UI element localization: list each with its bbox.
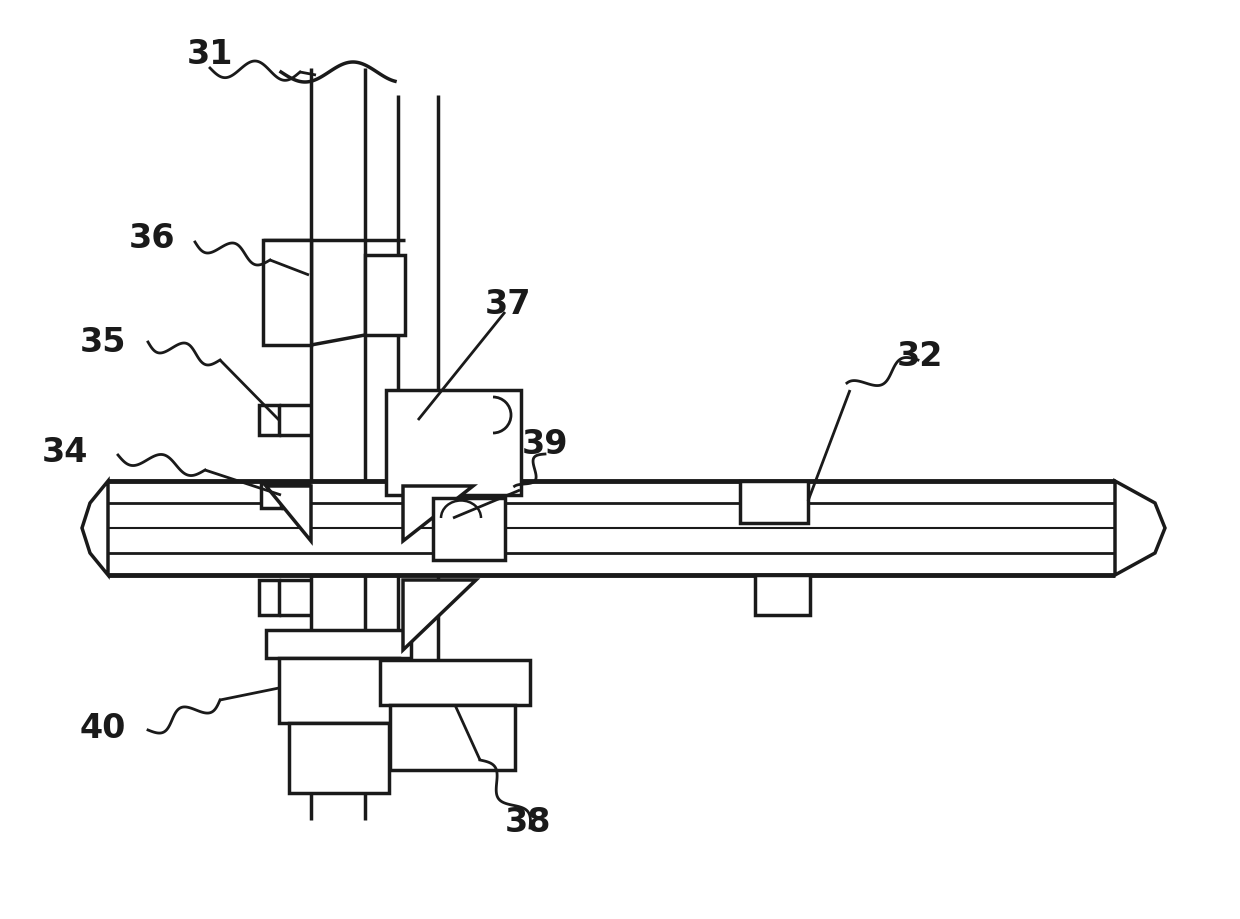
Text: 32: 32 bbox=[897, 339, 944, 372]
Bar bbox=[259, 405, 279, 435]
Polygon shape bbox=[403, 486, 472, 541]
Text: 36: 36 bbox=[129, 221, 175, 255]
Bar bbox=[365, 255, 405, 335]
Text: 37: 37 bbox=[485, 289, 531, 322]
Text: 39: 39 bbox=[522, 428, 568, 461]
Bar bbox=[379, 660, 529, 705]
Bar bbox=[259, 580, 279, 615]
Polygon shape bbox=[267, 486, 311, 541]
Polygon shape bbox=[403, 580, 476, 650]
Bar bbox=[260, 483, 281, 508]
Text: 40: 40 bbox=[79, 711, 126, 744]
Text: 35: 35 bbox=[79, 325, 126, 358]
Bar bbox=[755, 575, 810, 615]
Bar bbox=[740, 481, 808, 523]
Bar bbox=[386, 390, 521, 495]
Text: 38: 38 bbox=[505, 807, 552, 839]
Polygon shape bbox=[1115, 481, 1166, 575]
Bar bbox=[391, 705, 515, 770]
Bar bbox=[433, 498, 505, 560]
Text: 31: 31 bbox=[187, 39, 233, 72]
Bar bbox=[279, 658, 399, 723]
Polygon shape bbox=[82, 481, 108, 575]
Bar bbox=[289, 723, 389, 793]
Text: 34: 34 bbox=[42, 437, 88, 470]
Bar bbox=[263, 240, 311, 345]
Bar bbox=[267, 630, 410, 658]
